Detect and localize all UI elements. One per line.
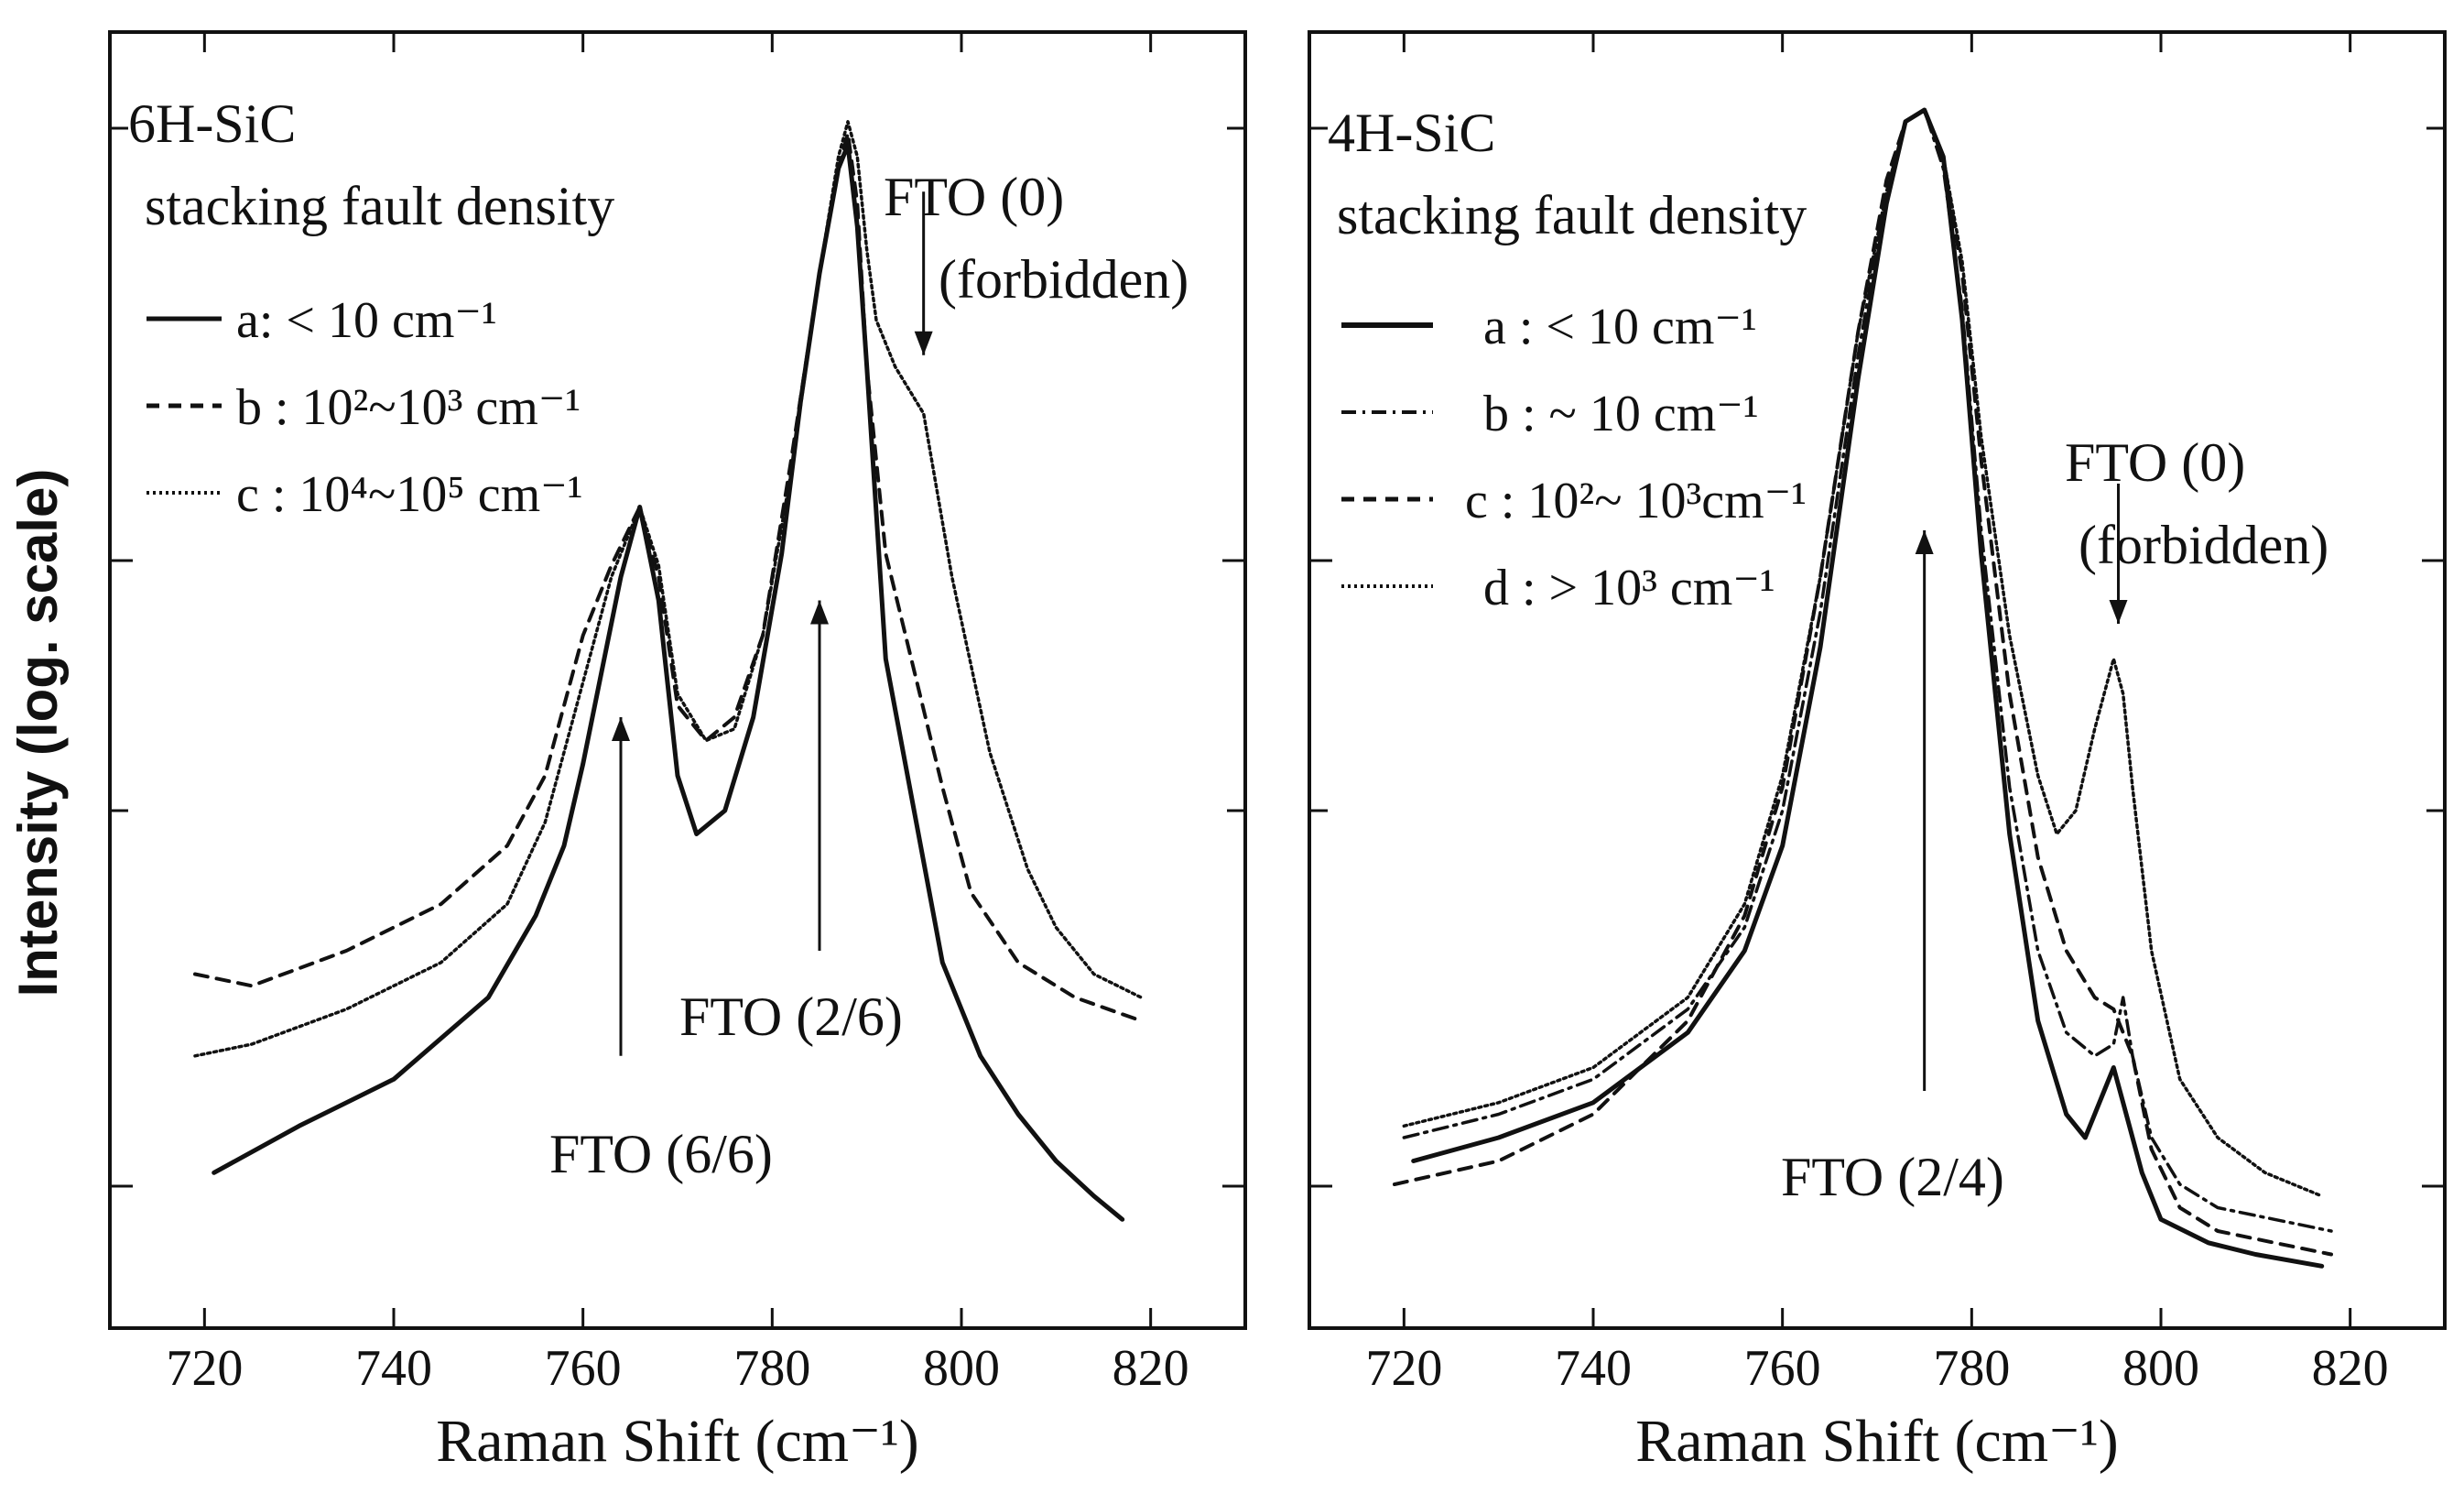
panel-4h-sic: 720 740 760 780 800 820 4H-SiC stacking fault…: [1308, 30, 2447, 1475]
legend-label-a: a: < 10 cm⁻¹: [236, 292, 497, 349]
x-tick-label: 800: [2122, 1340, 2199, 1397]
series-group-6h: [193, 120, 1144, 1222]
annotation-arrow-head: [914, 331, 933, 355]
anno-fto24: FTO (2/4): [1781, 1147, 2004, 1207]
legend-6h: a: < 10 cm⁻¹ b : 10²~10³ cm⁻¹ c : 10⁴~10…: [147, 292, 583, 523]
x-tick-label: 780: [733, 1340, 810, 1397]
annotation-arrow-head: [612, 717, 630, 741]
x-tick-label: 740: [355, 1340, 432, 1397]
anno-fto26: FTO (2/6): [679, 986, 903, 1047]
anno-forbidden-6h: (forbidden): [939, 249, 1189, 310]
x-tick-label: 800: [923, 1340, 1000, 1397]
series-group-4h: [1393, 107, 2333, 1269]
anno-fto0-6h: FTO (0): [884, 167, 1064, 227]
anno-fto0-4h: FTO (0): [2065, 432, 2245, 493]
x-tick-label: 720: [1365, 1340, 1442, 1397]
panel-title-6h: 6H-SiC: [128, 93, 296, 154]
series-line-c: [193, 120, 1144, 1058]
y-axis-label: Intensity (log. scale): [7, 469, 69, 997]
legend-label-b: b : ~ 10 cm⁻¹: [1483, 386, 1759, 442]
x-tick-label: 820: [1113, 1340, 1189, 1397]
series-line-a: [212, 142, 1125, 1222]
x-tick-label: 820: [2312, 1340, 2389, 1397]
y-ticks-6h: [110, 126, 1245, 1188]
annotation-arrow-head: [810, 600, 829, 625]
x-ticks-6h: 720 740 760 780 800 820: [166, 32, 1189, 1397]
panel-subtitle-4h: stacking fault density: [1337, 185, 1807, 245]
anno-forbidden-4h: (forbidden): [2079, 515, 2328, 575]
panel-title-4h: 4H-SiC: [1328, 103, 1495, 163]
plot-frame-4h: [1308, 30, 2447, 1330]
plot-frame-6h: [108, 30, 1247, 1330]
legend-label-b: b : 10²~10³ cm⁻¹: [236, 379, 581, 436]
x-tick-label: 780: [1933, 1340, 2010, 1397]
legend-label-d: d : > 10³ cm⁻¹: [1483, 560, 1775, 616]
arrows-4h: [1915, 484, 2128, 1091]
panel-6h-sic: 720 740 760 780 800 820 6H-SiC stacking fault…: [108, 30, 1247, 1475]
x-tick-label: 760: [1744, 1340, 1821, 1397]
series-line-d: [1402, 108, 2324, 1198]
x-ticks-4h: 720 740 760 780 800 820: [1365, 32, 2389, 1397]
x-tick-label: 720: [166, 1340, 243, 1397]
legend-label-c: c : 10⁴~10⁵ cm⁻¹: [236, 466, 583, 523]
series-line-c: [1393, 108, 2333, 1257]
x-tick-label: 760: [545, 1340, 622, 1397]
arrows-6h: [612, 191, 933, 1056]
x-axis-label-4h: Raman Shift (cm⁻¹): [1635, 1408, 2119, 1475]
legend-label-c: c : 10²~ 10³cm⁻¹: [1465, 473, 1807, 529]
x-axis-label-6h: Raman Shift (cm⁻¹): [436, 1408, 919, 1475]
annotation-arrow-head: [1915, 530, 1934, 554]
legend-label-a: a : < 10 cm⁻¹: [1483, 299, 1757, 355]
annotations-4h: FTO (0) (forbidden) FTO (2/4): [1781, 432, 2328, 1207]
series-line-b: [1402, 108, 2333, 1233]
annotation-arrow-head: [2109, 600, 2128, 624]
panel-subtitle-6h: stacking fault density: [145, 176, 614, 236]
annotations-6h: FTO (0) (forbidden) FTO (2/6) FTO (6/6): [549, 167, 1189, 1184]
legend-4h: a : < 10 cm⁻¹ b : ~ 10 cm⁻¹ c : 10²~ 10³…: [1341, 299, 1807, 616]
x-tick-label: 740: [1555, 1340, 1632, 1397]
y-ticks-4h: [1309, 126, 2445, 1188]
anno-fto66: FTO (6/6): [549, 1124, 773, 1184]
